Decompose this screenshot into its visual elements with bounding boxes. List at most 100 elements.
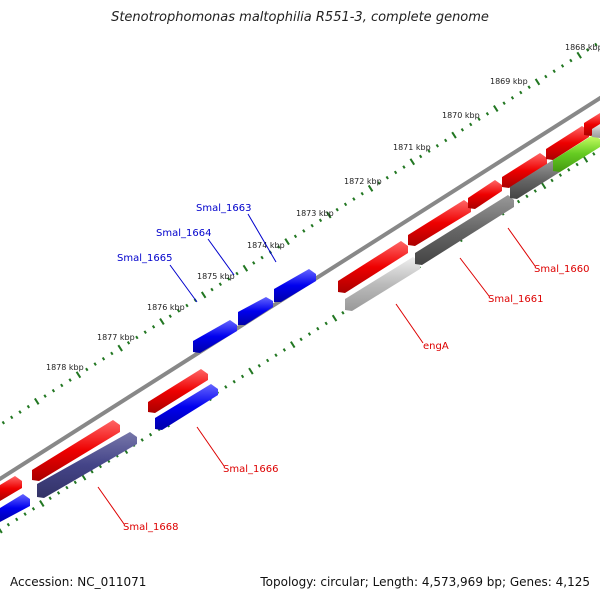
ruler-tick xyxy=(402,165,406,169)
ruler-tick xyxy=(43,394,47,398)
ruler-tick xyxy=(10,415,14,420)
gene-smal-1664[interactable] xyxy=(238,297,273,325)
ruler-tick xyxy=(324,321,328,326)
gene-red[interactable] xyxy=(32,420,120,481)
accession-text: Accession: NC_011071 xyxy=(10,575,147,589)
ruler-tick xyxy=(126,340,131,345)
ruler-tick xyxy=(135,335,139,340)
gene-label-group: Smal_1663 Smal_1664 Smal_1665 Smal_1660 … xyxy=(117,203,589,533)
ruler-tick xyxy=(265,358,270,363)
ruler-tick xyxy=(0,528,3,534)
ruler-tick xyxy=(444,138,448,143)
gene-red[interactable] xyxy=(546,126,589,160)
ruler-tick xyxy=(585,48,590,52)
ruler-tick xyxy=(143,330,147,334)
gene-label[interactable]: Smal_1660 xyxy=(534,264,589,275)
gene-label[interactable]: Smal_1666 xyxy=(223,464,278,475)
ruler-tick xyxy=(274,353,278,358)
ruler-tick xyxy=(544,74,548,79)
outer-ruler xyxy=(1,42,598,425)
gene-label[interactable]: Smal_1668 xyxy=(123,522,178,533)
ruler-tick xyxy=(260,255,264,260)
ruler-tick xyxy=(48,496,52,501)
gene-label[interactable]: Smal_1664 xyxy=(156,228,211,239)
gene-label[interactable]: Smal_1661 xyxy=(488,294,543,305)
ruler-tick xyxy=(326,211,332,219)
ruler-tick xyxy=(343,202,348,207)
ruler-tick xyxy=(252,261,256,265)
gene-smal-1668[interactable] xyxy=(37,432,137,498)
ruler-tick xyxy=(1,420,5,425)
forward-strand-genes xyxy=(0,113,600,501)
gene-red[interactable] xyxy=(0,476,22,501)
ruler-tick xyxy=(218,282,222,287)
ruler-tick xyxy=(485,112,490,116)
ruler-tick xyxy=(460,128,465,132)
ruler-tick xyxy=(176,309,181,313)
ruler-tick xyxy=(435,143,439,148)
gene-gray-edge[interactable] xyxy=(592,124,600,138)
gene-smal-1666[interactable] xyxy=(155,384,218,430)
ruler-tick xyxy=(18,410,22,414)
gene-red[interactable] xyxy=(408,200,471,246)
gene-smal-1660[interactable] xyxy=(510,160,560,199)
ruler-tick xyxy=(310,223,314,228)
ruler-tick xyxy=(569,58,573,63)
ruler-tick xyxy=(101,356,106,361)
gene-smal-1663[interactable] xyxy=(274,269,316,302)
ruler-tick xyxy=(575,162,579,167)
ruler-tick xyxy=(148,432,153,437)
reverse-strand-genes xyxy=(0,124,600,522)
ruler-tick xyxy=(248,367,254,375)
ruler-tick xyxy=(493,105,499,112)
ruler-tick-label: 1877 kbp xyxy=(97,333,135,342)
genome-summary-text: Topology: circular; Length: 4,573,969 bp… xyxy=(260,575,590,589)
ruler-tick-label: 1878 kbp xyxy=(46,363,84,372)
ruler-tick xyxy=(510,96,515,100)
gene-label[interactable]: Smal_1663 xyxy=(196,203,251,214)
gene-green[interactable] xyxy=(553,135,600,172)
ruler-tick xyxy=(39,500,45,508)
gene-smal-1665[interactable] xyxy=(193,320,237,353)
ruler-tick xyxy=(257,363,261,368)
ruler-tick xyxy=(331,314,338,322)
ruler-tick xyxy=(235,271,239,276)
gene-engA[interactable] xyxy=(345,257,420,311)
ruler-tick xyxy=(341,311,345,315)
ruler-tick xyxy=(352,197,356,201)
ruler-tick xyxy=(502,101,506,105)
gene-red[interactable] xyxy=(338,241,408,293)
ruler-tick xyxy=(34,397,40,405)
gene-label[interactable]: engA xyxy=(423,341,449,352)
ruler-tick xyxy=(60,383,64,388)
ruler-tick-label: 1875 kbp xyxy=(197,272,235,281)
gene-label[interactable]: Smal_1665 xyxy=(117,253,172,264)
ruler-tick xyxy=(65,485,69,490)
ruler-tick xyxy=(224,385,228,389)
gene-smal-1661[interactable] xyxy=(415,195,514,265)
ruler-tick xyxy=(469,122,473,127)
ruler-tick xyxy=(227,277,231,281)
ruler-tick xyxy=(367,184,374,192)
ruler-tick xyxy=(75,371,82,379)
ruler-tick xyxy=(409,158,416,166)
ruler-tick xyxy=(527,85,531,90)
ruler-tick xyxy=(282,348,287,352)
ruler-tick xyxy=(290,341,296,349)
gene-smal-1666-top[interactable] xyxy=(148,369,208,413)
ruler-tick xyxy=(550,178,554,183)
ruler-tick xyxy=(567,168,571,172)
ruler-tick xyxy=(316,326,320,331)
gene-red[interactable] xyxy=(468,180,502,209)
ruler-tick xyxy=(277,245,281,249)
ruler-tick xyxy=(302,229,306,233)
ruler-tick xyxy=(68,378,72,382)
gene-blue-edge[interactable] xyxy=(0,494,30,522)
ruler-tick xyxy=(540,182,547,190)
gene-red[interactable] xyxy=(502,153,547,188)
ruler-tick xyxy=(110,351,114,356)
ruler-tick xyxy=(168,314,172,318)
ruler-tick xyxy=(385,175,389,180)
ruler-tick xyxy=(552,69,556,74)
